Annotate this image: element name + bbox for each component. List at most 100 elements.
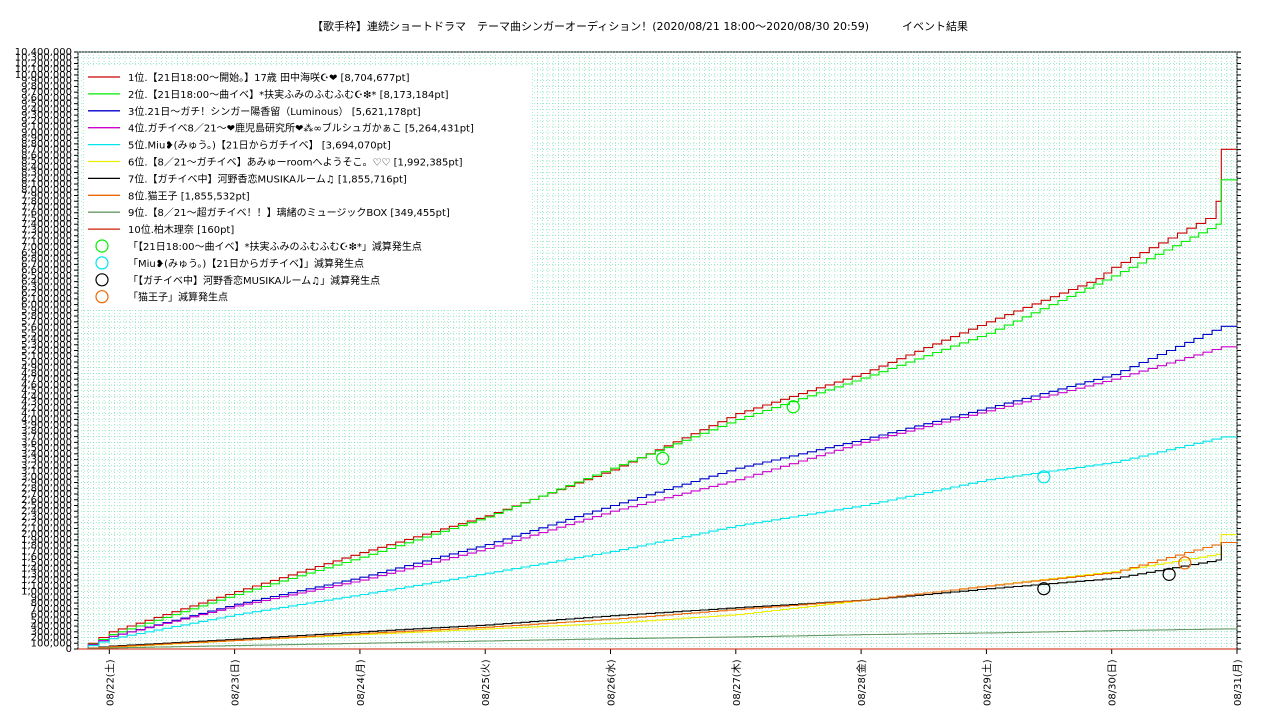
y-tick-label: 1,700,000	[21, 546, 72, 557]
y-tick-label: 2,200,000	[21, 518, 72, 529]
x-axis: 08/22(土) 08/23(日) 08/24(月) 08/25(火) 08/26(水)…	[103, 649, 1244, 706]
series-line-2	[78, 179, 1237, 650]
y-tick-label: 9,200,000	[21, 116, 72, 127]
y-tick-label: 8,800,000	[21, 139, 72, 150]
y-tick-label: 3,200,000	[21, 460, 72, 471]
y-tick-label: 2,300,000	[21, 512, 72, 523]
y-tick-label: 4,500,000	[21, 386, 72, 397]
y-tick-label: 9,000,000	[21, 127, 72, 138]
y-tick-label: 9,100,000	[21, 122, 72, 133]
y-tick-label: 600,000	[31, 610, 72, 621]
legend-swatch-circle	[95, 273, 109, 287]
marker-point-3	[1037, 582, 1051, 596]
y-tick-label: 2,500,000	[21, 500, 72, 511]
y-tick-label: 1,300,000	[21, 569, 72, 580]
x-tick-label: 08/23(日)	[231, 659, 242, 706]
marker-group	[656, 400, 1192, 596]
legend-marker-label: 「【ガチイベ中】河野香恋MUSIKAルーム♫」減算発生点	[128, 274, 380, 287]
y-tick-label: 200,000	[31, 633, 72, 644]
y-tick-label: 800,000	[31, 598, 72, 609]
y-tick-label: 1,000,000	[21, 587, 72, 598]
y-tick-label: 5,800,000	[21, 311, 72, 322]
y-tick-label: 6,700,000	[21, 259, 72, 270]
y-tick-label: 2,800,000	[21, 483, 72, 494]
y-tick-label: 6,000,000	[21, 300, 72, 311]
y-tick-label: 6,300,000	[21, 282, 72, 293]
y-tick-label: 8,300,000	[21, 168, 72, 179]
y-tick-label: 9,300,000	[21, 110, 72, 121]
y-tick-label: 7,800,000	[21, 196, 72, 207]
series-line-7	[78, 541, 1237, 650]
legend-label: 7位.【ガチイベ中】河野香恋MUSIKAルーム♫ [1,855,716pt]	[128, 172, 407, 185]
y-tick-label: 7,200,000	[21, 231, 72, 242]
y-axis: 0100,000200,000300,000400,000500,000600,…	[15, 47, 1241, 655]
y-tick-label: 3,700,000	[21, 432, 72, 443]
y-tick-label: 6,600,000	[21, 265, 72, 276]
y-tick-label: 5,600,000	[21, 323, 72, 334]
chart-title: 【歌手枠】連続ショートドラマ テーマ曲シンガーオーディション！(2020/08/…	[312, 19, 968, 33]
y-tick-label: 2,000,000	[21, 529, 72, 540]
marker-point-2	[1037, 470, 1051, 484]
y-tick-label: 400,000	[31, 621, 72, 632]
x-tick-label: 08/29(土)	[980, 659, 993, 706]
y-tick-label: 4,800,000	[21, 368, 72, 379]
y-tick-label: 3,500,000	[21, 443, 72, 454]
y-tick-label: 8,000,000	[21, 185, 72, 196]
y-tick-label: 1,400,000	[21, 564, 72, 575]
y-tick-label: 0	[66, 644, 72, 655]
y-tick-label: 700,000	[31, 604, 72, 615]
y-tick-label: 6,800,000	[21, 254, 72, 265]
y-tick-label: 3,900,000	[21, 420, 72, 431]
y-tick-label: 6,500,000	[21, 271, 72, 282]
series-line-5	[78, 436, 1237, 650]
y-tick-label: 4,300,000	[21, 397, 72, 408]
y-tick-label: 5,700,000	[21, 317, 72, 328]
y-tick-label: 3,000,000	[21, 472, 72, 483]
x-tick-label: 08/27(木)	[731, 659, 743, 706]
y-tick-label: 3,100,000	[21, 466, 72, 477]
y-tick-label: 8,600,000	[21, 150, 72, 161]
y-tick-label: 2,900,000	[21, 478, 72, 489]
y-tick-label: 9,400,000	[21, 104, 72, 115]
legend-marker-label: 「猫王子」減算発生点	[128, 291, 228, 304]
y-tick-label: 7,500,000	[21, 213, 72, 224]
legend-marker-label: 「【21日18:00〜曲イベ】*扶実ふみのふむふむ☪︎❇︎*」減算発生点	[128, 240, 422, 253]
y-tick-label: 8,400,000	[21, 162, 72, 173]
y-tick-label: 2,100,000	[21, 523, 72, 534]
y-tick-label: 9,800,000	[21, 81, 72, 92]
y-tick-label: 8,100,000	[21, 179, 72, 190]
y-tick-label: 4,100,000	[21, 409, 72, 420]
y-tick-label: 10,100,000	[15, 64, 72, 75]
y-tick-label: 100,000	[31, 638, 72, 649]
marker-point-1	[656, 451, 670, 466]
y-tick-label: 9,900,000	[21, 76, 72, 87]
y-tick-label: 8,900,000	[21, 133, 72, 144]
x-tick-label: 08/30(日)	[1108, 659, 1119, 706]
marker-point-3	[1162, 567, 1176, 581]
y-tick-label: 900,000	[31, 592, 72, 603]
legend-label: 2位.【21日18:00〜曲イベ】*扶実ふみのふむふむ☪︎❇︎* [8,173,…	[128, 88, 449, 101]
legend-swatch-circle	[95, 290, 109, 304]
y-tick-label: 6,200,000	[21, 288, 72, 299]
x-tick-label: 08/25(火)	[480, 659, 492, 706]
y-tick-label: 4,000,000	[21, 414, 72, 425]
y-tick-label: 3,600,000	[21, 437, 72, 448]
marker-point-4	[1178, 556, 1192, 570]
y-tick-label: 5,500,000	[21, 328, 72, 339]
series-group	[78, 148, 1237, 650]
series-line-4	[78, 346, 1237, 650]
y-tick-label: 300,000	[31, 627, 72, 638]
y-tick-label: 5,300,000	[21, 340, 72, 351]
legend-swatch-circle	[95, 256, 109, 270]
legend-label: 8位.猫王子 [1,855,532pt]	[128, 189, 250, 202]
y-tick-label: 10,000,000	[15, 70, 72, 81]
y-tick-label: 4,600,000	[21, 380, 72, 391]
legend-label: 1位.【21日18:00〜開始。】17歳 田中海咲☪︎❤ [8,704,677p…	[128, 71, 410, 84]
y-tick-label: 1,900,000	[21, 535, 72, 546]
y-tick-label: 5,900,000	[21, 305, 72, 316]
y-tick-label: 9,600,000	[21, 93, 72, 104]
y-tick-label: 6,900,000	[21, 248, 72, 259]
y-tick-label: 4,200,000	[21, 403, 72, 414]
y-tick-label: 10,200,000	[15, 58, 72, 69]
y-tick-label: 7,700,000	[21, 202, 72, 213]
